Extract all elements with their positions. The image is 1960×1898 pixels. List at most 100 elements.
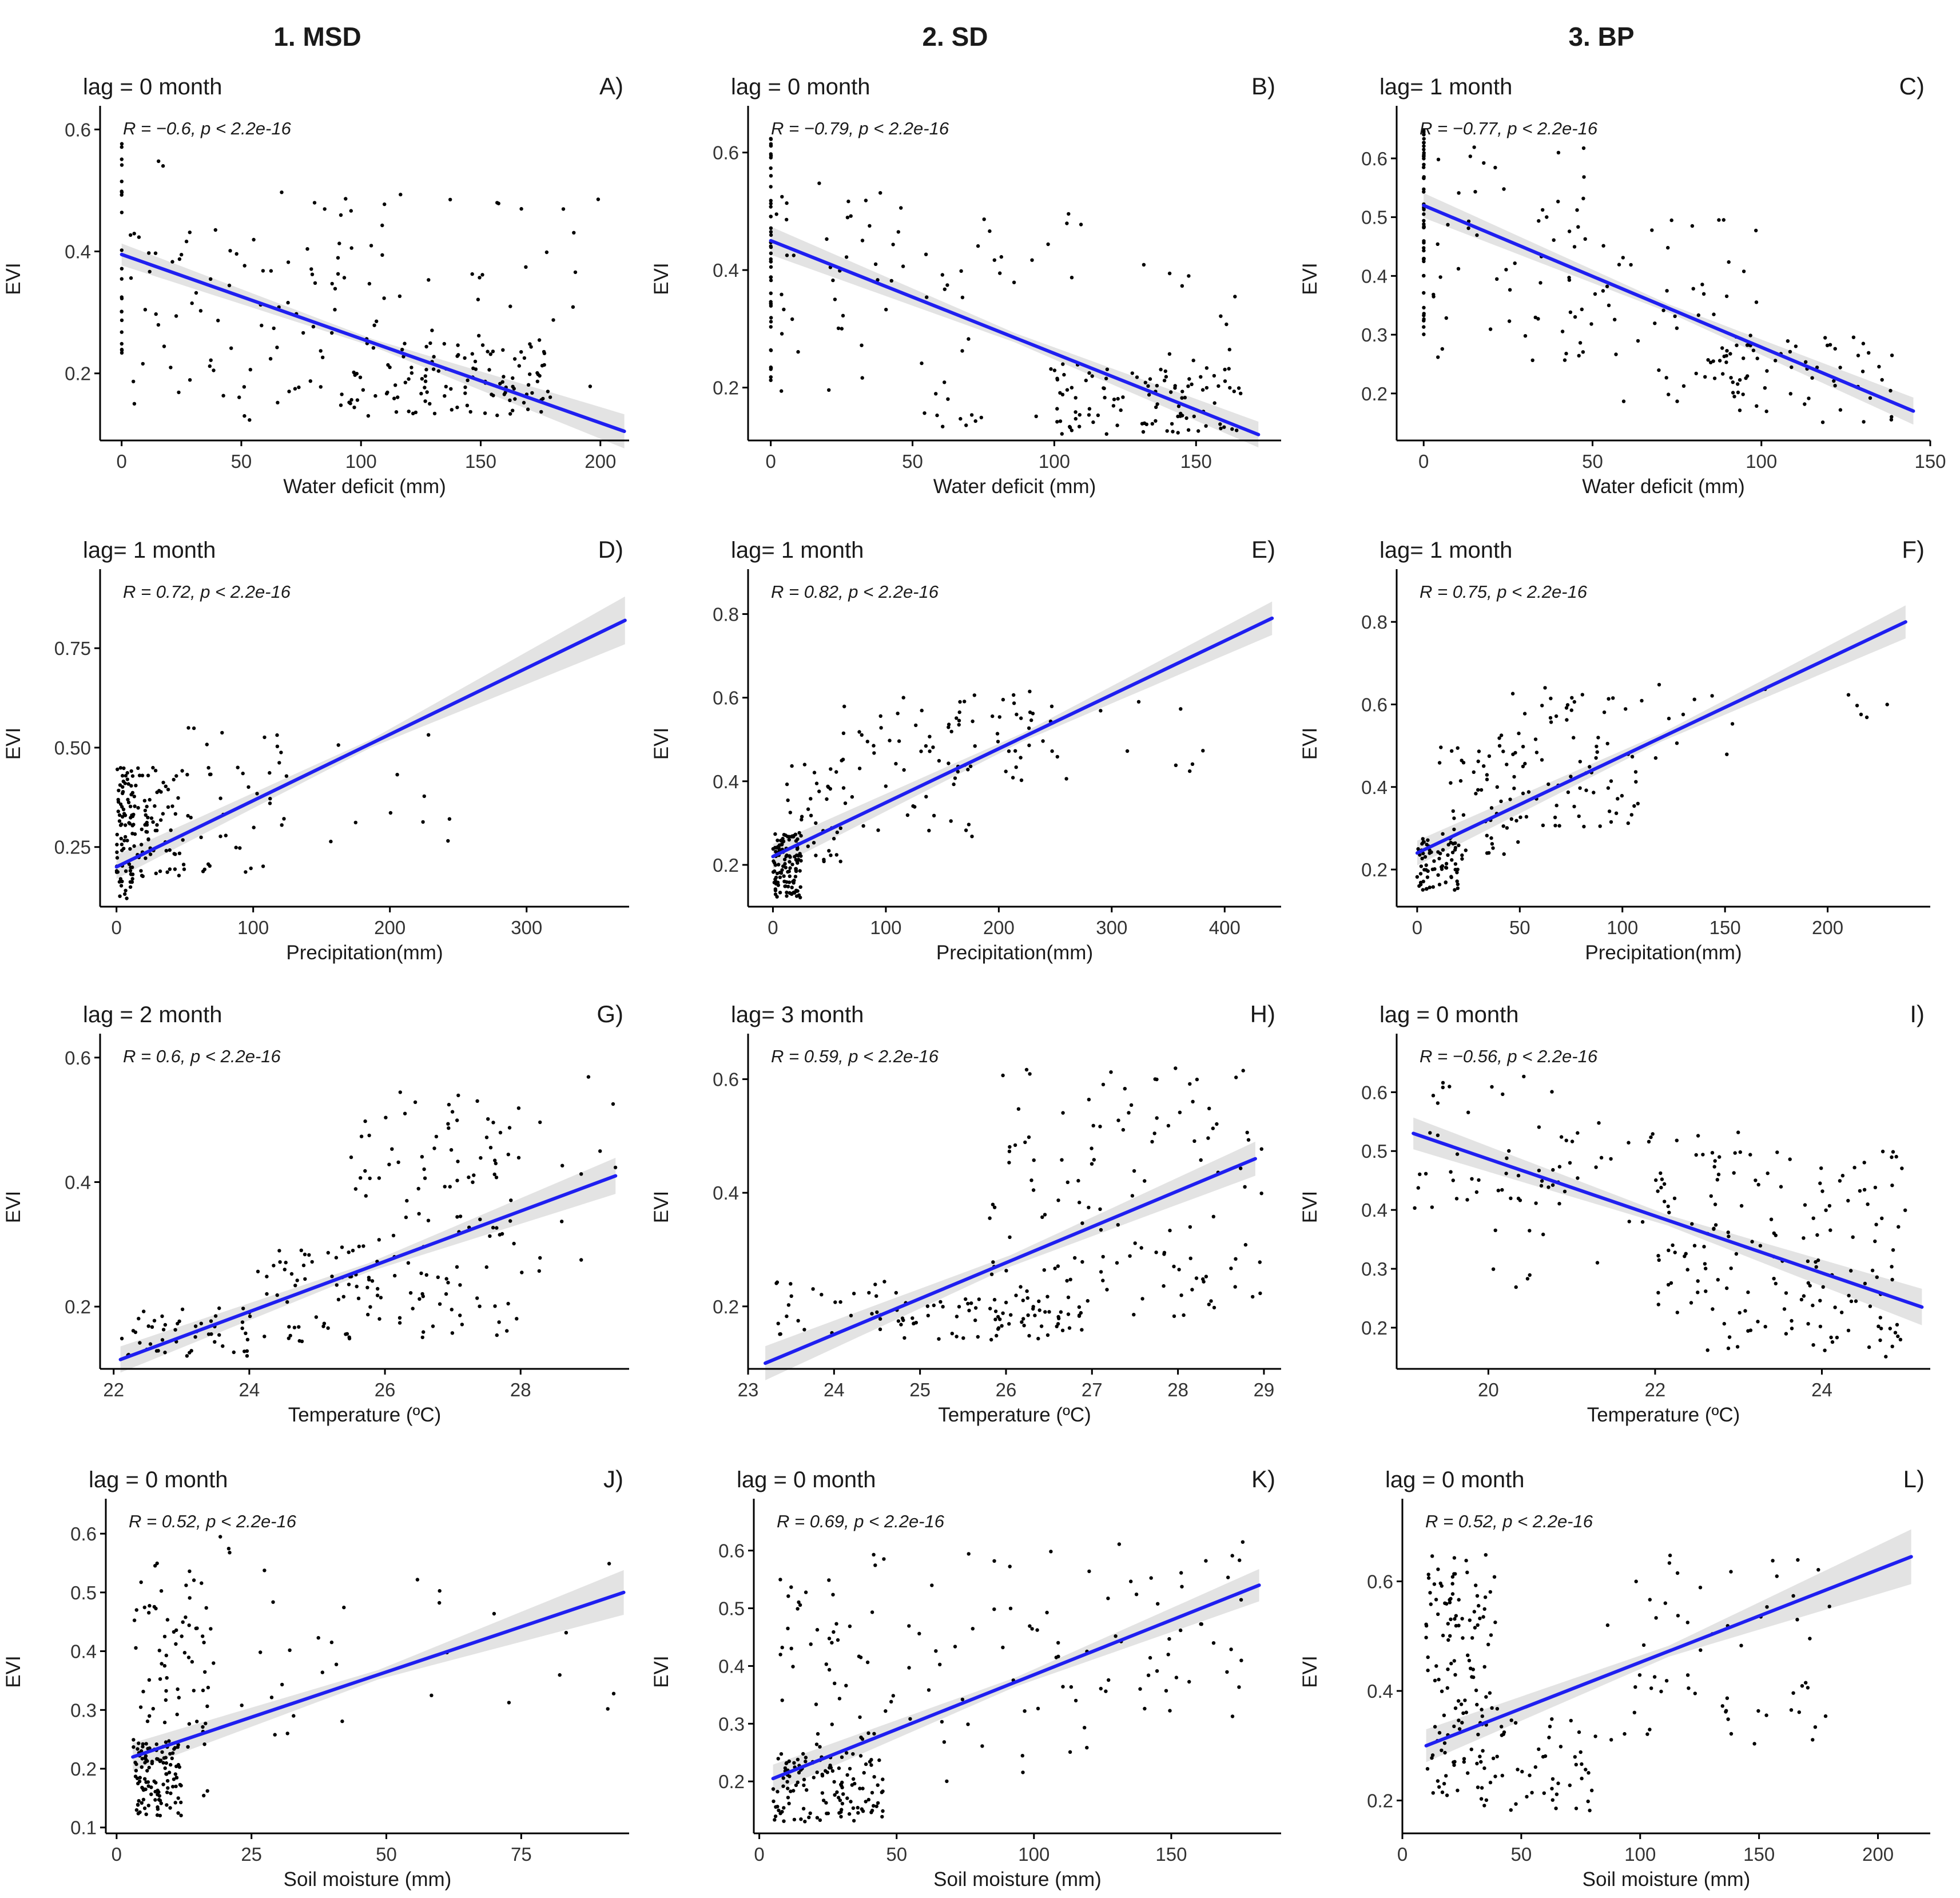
- data-point: [789, 1789, 793, 1793]
- data-point: [1607, 809, 1612, 813]
- data-point: [538, 374, 542, 378]
- data-point: [1029, 1178, 1033, 1182]
- data-point: [992, 1607, 996, 1611]
- data-point: [1016, 1107, 1021, 1111]
- data-point: [303, 1252, 307, 1257]
- data-point: [1640, 698, 1644, 703]
- data-point: [1174, 1675, 1179, 1679]
- data-point: [213, 1314, 218, 1318]
- data-point: [115, 843, 119, 847]
- data-point: [133, 1774, 138, 1778]
- data-point: [145, 830, 149, 834]
- data-point: [1219, 314, 1223, 318]
- data-point: [1437, 1785, 1441, 1789]
- data-point: [177, 390, 181, 395]
- data-point: [377, 1317, 381, 1321]
- data-point: [789, 1585, 793, 1589]
- data-point: [483, 411, 487, 415]
- data-point: [1425, 843, 1429, 847]
- data-point: [1667, 392, 1671, 396]
- y-axis-label: EVI: [1299, 728, 1321, 760]
- data-point: [1475, 1702, 1479, 1707]
- data-point: [780, 1698, 784, 1702]
- data-point: [512, 357, 517, 361]
- data-point: [1806, 1281, 1810, 1285]
- data-point: [789, 1646, 793, 1650]
- data-point: [1710, 1151, 1715, 1155]
- data-point: [498, 1233, 502, 1237]
- data-point: [872, 1775, 876, 1779]
- data-point: [1162, 1284, 1166, 1288]
- data-point: [1846, 1198, 1850, 1203]
- data-point: [1168, 1709, 1172, 1713]
- data-point: [870, 1312, 874, 1316]
- data-point: [1422, 219, 1426, 223]
- data-point: [1143, 1706, 1147, 1711]
- data-point: [116, 797, 120, 802]
- data-point: [159, 1801, 163, 1805]
- x-tick-label: 50: [902, 451, 923, 472]
- data-point: [851, 1777, 856, 1781]
- data-point: [1698, 1586, 1703, 1590]
- data-point: [1732, 1171, 1736, 1175]
- data-point: [769, 185, 773, 189]
- data-point: [311, 324, 316, 329]
- data-point: [295, 1278, 299, 1282]
- data-point: [1491, 1267, 1496, 1271]
- data-point: [390, 1147, 394, 1151]
- data-point: [1031, 1188, 1036, 1192]
- data-point: [1617, 263, 1621, 267]
- data-point: [1152, 1131, 1156, 1135]
- data-point: [1457, 1623, 1461, 1627]
- data-point: [794, 868, 798, 872]
- data-point: [769, 201, 773, 206]
- y-tick-label: 0.2: [1361, 383, 1387, 404]
- data-point: [1565, 718, 1569, 722]
- data-point: [1474, 792, 1478, 796]
- regression-line: [771, 616, 1274, 859]
- data-point: [822, 857, 826, 861]
- data-point: [596, 197, 601, 201]
- data-point: [1811, 1343, 1815, 1347]
- data-point: [830, 1641, 834, 1645]
- data-point: [1482, 764, 1486, 768]
- data-point: [1416, 1186, 1420, 1190]
- data-point: [1666, 1204, 1670, 1209]
- data-point: [790, 317, 794, 321]
- data-point: [1012, 280, 1016, 284]
- data-point: [1008, 1235, 1012, 1239]
- x-axis-label: Temperature (ºC): [1587, 1404, 1740, 1426]
- data-point: [1449, 781, 1453, 785]
- data-point: [1186, 384, 1190, 388]
- data-point: [1422, 241, 1426, 245]
- data-point: [199, 835, 203, 840]
- data-point: [1079, 223, 1083, 227]
- data-point: [844, 1683, 848, 1687]
- data-point: [1030, 1627, 1034, 1631]
- data-point: [769, 251, 773, 255]
- data-point: [1064, 777, 1068, 781]
- data-point: [1540, 704, 1544, 708]
- data-point: [384, 1115, 388, 1119]
- data-point: [498, 1130, 503, 1135]
- data-point: [1891, 1150, 1895, 1154]
- data-point: [856, 1805, 860, 1810]
- data-point: [468, 410, 472, 414]
- data-point: [1569, 708, 1573, 712]
- data-point: [797, 1770, 801, 1774]
- data-point: [777, 863, 781, 867]
- data-point: [137, 1316, 141, 1321]
- data-point: [1019, 1285, 1023, 1289]
- data-point: [1132, 1169, 1136, 1173]
- x-tick-label: 100: [345, 451, 377, 472]
- y-tick-label: 0.2: [713, 1296, 739, 1317]
- data-point: [925, 295, 929, 299]
- data-point: [1656, 1303, 1660, 1307]
- panel-d: lag= 1 month D)0 100 200 3000.250.500.75Prec…: [2, 536, 629, 964]
- data-point: [1199, 375, 1203, 379]
- data-point: [1232, 390, 1236, 394]
- data-point: [820, 1772, 824, 1777]
- data-point: [1418, 872, 1423, 876]
- data-point: [1522, 1074, 1526, 1079]
- data-point: [447, 1126, 451, 1130]
